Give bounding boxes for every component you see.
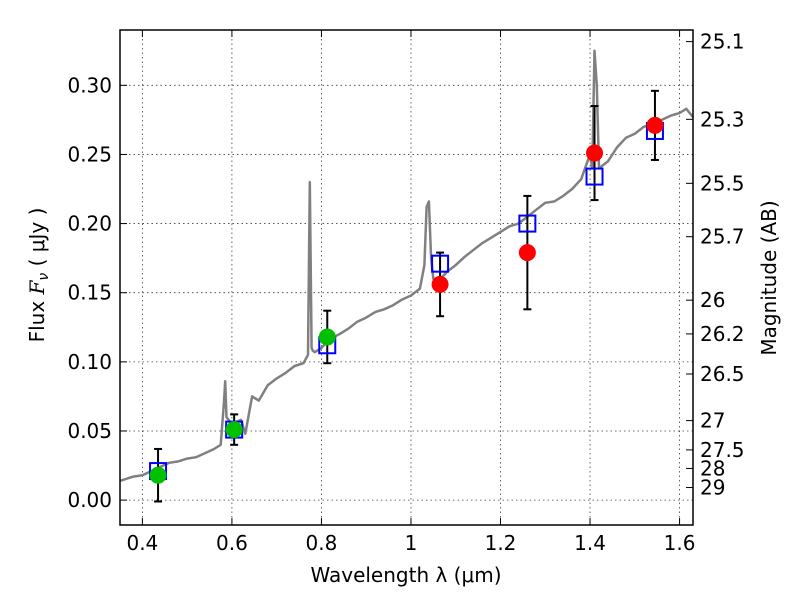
x-tick-label: 0.8	[306, 531, 338, 555]
y2-tick-label: 25.3	[700, 107, 745, 131]
y2-tick-label: 25.1	[700, 30, 745, 54]
spectrum-line	[119, 49, 694, 482]
model-photometry-square	[431, 254, 450, 273]
y-axis-label-subscript: ν	[36, 273, 52, 281]
y2-tick-label: 26.2	[700, 322, 745, 346]
observed-data-point	[318, 328, 336, 346]
x-tick-label: 0.6	[216, 531, 248, 555]
x-axis-label: Wavelength λ (μm)	[310, 563, 501, 587]
y-tick-label: 0.30	[67, 73, 112, 97]
y2-tick-label: 29	[700, 476, 725, 500]
observed-data-point	[149, 466, 167, 484]
y2-tick-label: 27	[700, 409, 725, 433]
y-axis-label-suffix: ( μJy )	[25, 208, 49, 273]
y-axis-label: Flux Fν ( μJy )	[25, 208, 52, 343]
axes: 0.4 0.6 0.8 1 1.2 1.4 1.6 0.00 0.05 0.10 0.15 0.20 0…	[67, 29, 745, 555]
observed-data-point	[431, 275, 449, 293]
observed-data-point	[225, 421, 243, 439]
observed-data-point	[646, 116, 664, 134]
y-axis-label-symbol: F	[25, 279, 49, 295]
x-tick-label: 1.6	[664, 531, 696, 555]
model-photometry-square	[518, 214, 537, 233]
y2-tick-label: 25.5	[700, 171, 745, 195]
y2-tick-label: 26	[700, 288, 725, 312]
y-tick-label: 0.15	[67, 281, 112, 305]
y-tick-label: 0.25	[67, 142, 112, 166]
grid-lines	[120, 30, 693, 525]
x-tick-label: 1.2	[485, 531, 517, 555]
y-tick-label: 0.20	[67, 212, 112, 236]
y-tick-label: 0.05	[67, 419, 112, 443]
x-tick-label: 0.4	[126, 531, 158, 555]
model-photometry-square	[585, 167, 604, 186]
y-axis-label-prefix: Flux	[25, 294, 49, 342]
x-tick-label: 1	[405, 531, 418, 555]
y2-tick-label: 27.5	[700, 438, 745, 462]
observed-data-point	[518, 244, 536, 262]
y2-tick-label: 26.5	[700, 362, 745, 386]
x-tick-label: 1.4	[574, 531, 606, 555]
y2-tick-label: 28	[700, 456, 725, 480]
y2-tick-label: 25.7	[700, 225, 745, 249]
plot-area	[119, 49, 694, 503]
y-tick-label: 0.00	[67, 488, 112, 512]
y-tick-label: 0.10	[67, 350, 112, 374]
y2-axis-label: Magnitude (AB)	[757, 200, 781, 355]
plot-frame	[119, 29, 694, 526]
observed-data-point	[586, 144, 604, 162]
